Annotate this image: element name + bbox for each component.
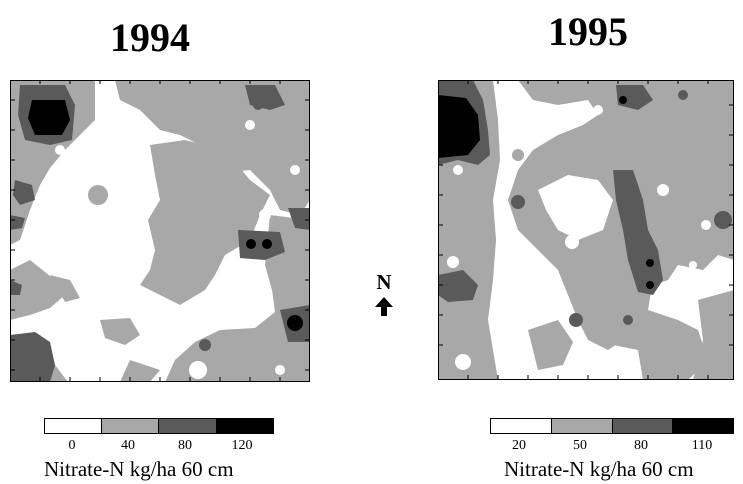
nitrate-map-1995 — [438, 80, 734, 380]
nitrate-map-1994 — [10, 80, 310, 382]
legend-1994-swatch-1 — [45, 419, 102, 433]
legend-1994-unit: Nitrate-N kg/ha 60 cm — [44, 457, 234, 481]
legend-1995-tick: 20 — [512, 438, 526, 453]
legend-1994-swatch-3 — [159, 419, 217, 433]
legend-1994-tick: 40 — [121, 438, 135, 453]
legend-1994-swatch-2 — [101, 419, 159, 433]
legend-1995-tick: 80 — [634, 438, 648, 453]
legend-1995-colorbar — [490, 418, 734, 434]
legend-1995-tick: 110 — [691, 438, 713, 453]
legend-1995-swatch-3 — [612, 419, 674, 433]
north-arrow: N — [369, 270, 399, 322]
legend-1994-tick: 120 — [231, 438, 253, 453]
legend-1994-tick: 0 — [68, 438, 76, 453]
legend-1994-colorbar — [44, 418, 274, 434]
legend-1995-tick: 50 — [573, 438, 587, 453]
north-label: N — [376, 270, 392, 294]
legend-1995-swatch-1 — [491, 419, 552, 433]
map-1994-title: 1994 — [110, 15, 190, 60]
legend-1994-swatch-4 — [216, 419, 273, 433]
north-arrow-icon — [375, 297, 393, 316]
legend-1995-swatch-2 — [551, 419, 613, 433]
legend-1995-swatch-4 — [673, 419, 733, 433]
legend-1994-tick: 80 — [178, 438, 192, 453]
legend-1995-unit: Nitrate-N kg/ha 60 cm — [504, 457, 694, 481]
map-1995-title: 1995 — [548, 9, 628, 54]
